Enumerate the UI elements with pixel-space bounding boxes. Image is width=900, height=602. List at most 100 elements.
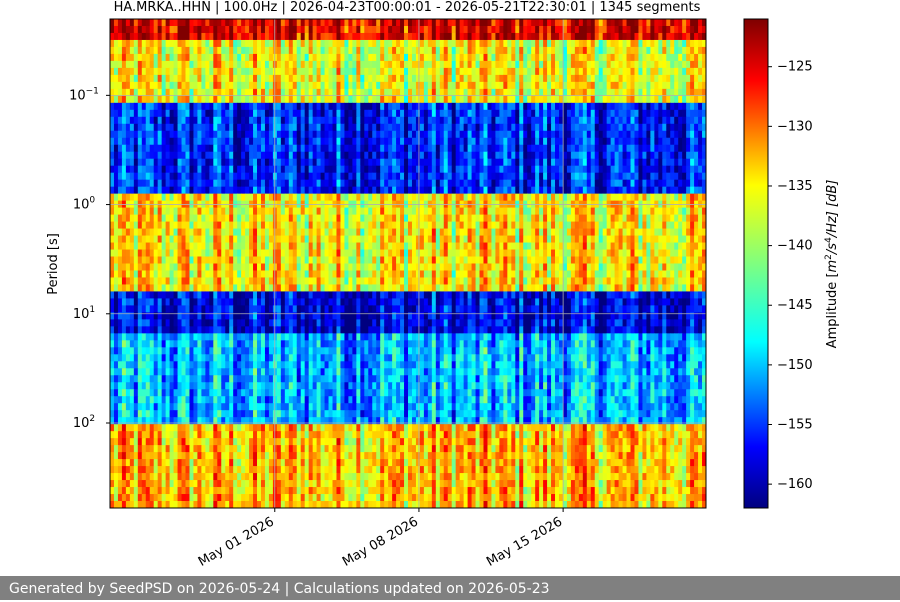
- spectrogram-cell: [113, 172, 119, 181]
- spectrogram-cell: [348, 214, 353, 223]
- spectrogram-cell: [173, 88, 179, 97]
- spectrogram-cell: [447, 151, 453, 160]
- spectrogram-cell: [153, 151, 159, 160]
- spectrogram-cell: [598, 25, 604, 34]
- spectrogram-cell: [582, 88, 588, 97]
- spectrogram-cell: [614, 25, 620, 34]
- spectrogram-cell: [396, 19, 401, 27]
- spectrogram-cell: [543, 186, 548, 195]
- spectrogram-cell: [388, 39, 393, 48]
- spectrogram-cell: [392, 39, 397, 48]
- spectrogram-cell: [694, 165, 699, 174]
- spectrogram-cell: [360, 95, 365, 104]
- spectrogram-cell: [400, 53, 405, 62]
- spectrogram-cell: [153, 19, 159, 27]
- spectrogram-cell: [535, 95, 540, 104]
- spectrogram-cell: [272, 39, 278, 48]
- spectrogram-cell: [253, 179, 258, 188]
- spectrogram-cell: [610, 165, 616, 174]
- spectrogram-cell: [308, 53, 314, 62]
- spectrogram-cell: [539, 179, 544, 188]
- spectrogram-cell: [630, 95, 636, 104]
- spectrogram-cell: [562, 25, 568, 34]
- spectrogram-cell: [459, 158, 465, 167]
- spectrogram-cell: [495, 130, 500, 139]
- spectrogram-cell: [257, 19, 262, 27]
- spectrogram-cell: [110, 214, 115, 223]
- spectrogram-cell: [654, 228, 659, 237]
- spectrogram-cell: [332, 228, 338, 237]
- spectrogram-cell: [280, 137, 286, 146]
- spectrogram-cell: [264, 193, 270, 202]
- spectrogram-cell: [229, 46, 234, 55]
- spectrogram-cell: [694, 242, 699, 251]
- spectrogram-cell: [384, 235, 389, 244]
- spectrogram-cell: [185, 116, 191, 125]
- spectrogram-cell: [320, 67, 326, 76]
- spectrogram-cell: [475, 214, 481, 223]
- spectrogram-cell: [562, 32, 568, 41]
- spectrogram-cell: [702, 95, 706, 104]
- spectrogram-cell: [626, 151, 632, 160]
- spectrogram-cell: [423, 74, 429, 83]
- spectrogram-cell: [213, 32, 218, 41]
- spectrogram-cell: [690, 242, 695, 251]
- spectrogram-cell: [682, 144, 687, 153]
- spectrogram-cell: [169, 158, 175, 167]
- spectrogram-cell: [249, 165, 254, 174]
- spectrogram-cell: [376, 242, 381, 251]
- spectrogram-cell: [511, 19, 516, 27]
- spectrogram-cell: [463, 228, 469, 237]
- spectrogram-cell: [598, 158, 604, 167]
- spectrogram-cell: [535, 193, 540, 202]
- spectrogram-cell: [662, 221, 667, 230]
- spectrogram-cell: [419, 165, 425, 174]
- spectrogram-cell: [427, 214, 433, 223]
- spectrogram-cell: [125, 95, 131, 104]
- spectrogram-cell: [348, 95, 353, 104]
- spectrogram-cell: [491, 130, 497, 139]
- spectrogram-cell: [169, 109, 175, 118]
- spectrogram-cell: [237, 221, 242, 230]
- spectrogram-cell: [698, 46, 703, 55]
- spectrogram-cell: [165, 235, 171, 244]
- spectrogram-cell: [376, 158, 381, 167]
- spectrogram-cell: [320, 19, 326, 27]
- spectrogram-cell: [213, 130, 218, 139]
- spectrogram-cell: [312, 19, 318, 27]
- spectrogram-cell: [312, 46, 318, 55]
- spectrogram-cell: [328, 235, 334, 244]
- spectrogram-cell: [578, 179, 584, 188]
- spectrogram-cell: [205, 186, 210, 195]
- spectrogram-cell: [487, 60, 493, 69]
- spectrogram-cell: [189, 151, 195, 160]
- spectrogram-cell: [404, 228, 409, 237]
- spectrogram-cell: [201, 81, 206, 90]
- spectrogram-cell: [141, 158, 147, 167]
- spectrogram-cell: [411, 109, 417, 118]
- spectrogram-cell: [419, 123, 425, 132]
- spectrogram-cell: [197, 102, 202, 111]
- spectrogram-cell: [427, 130, 433, 139]
- spectrogram-cell: [539, 193, 544, 202]
- spectrogram-cell: [674, 88, 679, 97]
- spectrogram-cell: [121, 249, 127, 258]
- spectrogram-cell: [396, 46, 401, 55]
- spectrogram-cell: [459, 81, 465, 90]
- spectrogram-cell: [543, 39, 548, 48]
- spectrogram-cell: [328, 165, 334, 174]
- spectrogram-cell: [384, 193, 389, 202]
- spectrogram-cell: [431, 39, 437, 48]
- spectrogram-cell: [308, 39, 314, 48]
- spectrogram-cell: [686, 235, 691, 244]
- spectrogram-cell: [586, 207, 592, 216]
- spectrogram-cell: [638, 102, 644, 111]
- spectrogram-cell: [555, 102, 560, 111]
- spectrogram-cell: [594, 144, 600, 153]
- spectrogram-cell: [618, 88, 624, 97]
- spectrogram-cell: [634, 214, 640, 223]
- spectrogram-cell: [201, 172, 206, 181]
- spectrogram-cell: [511, 242, 516, 251]
- spectrogram-cell: [145, 165, 151, 174]
- spectrogram-cell: [264, 39, 270, 48]
